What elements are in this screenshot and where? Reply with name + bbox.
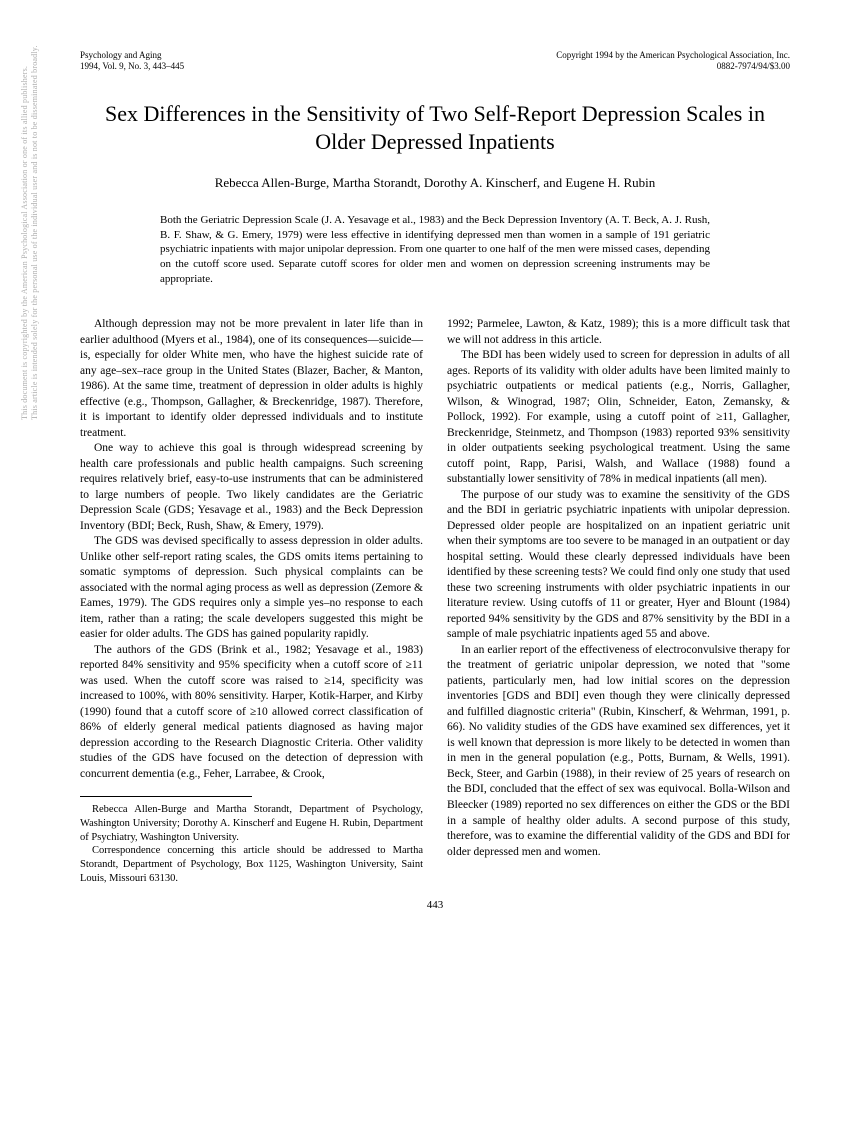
footnote-correspondence: Correspondence concerning this article s… <box>80 844 423 885</box>
body-paragraph: In an earlier report of the effectivenes… <box>447 643 790 860</box>
body-paragraph: The purpose of our study was to examine … <box>447 488 790 643</box>
page-container: This document is copyrighted by the Amer… <box>0 0 850 951</box>
side-notice-line2: This article is intended solely for the … <box>30 45 40 420</box>
author-footnote: Rebecca Allen-Burge and Martha Storandt,… <box>80 803 423 885</box>
issn-price: 0882-7974/94/$3.00 <box>556 61 790 72</box>
body-paragraph: One way to achieve this goal is through … <box>80 441 423 534</box>
journal-name: Psychology and Aging <box>80 50 184 61</box>
copyright-text: Copyright 1994 by the American Psycholog… <box>556 50 790 61</box>
journal-issue: 1994, Vol. 9, No. 3, 443–445 <box>80 61 184 72</box>
side-copyright-notice: This document is copyrighted by the Amer… <box>20 45 41 420</box>
author-list: Rebecca Allen-Burge, Martha Storandt, Do… <box>80 175 790 191</box>
copyright-header: Copyright 1994 by the American Psycholog… <box>556 50 790 72</box>
footnote-separator <box>80 796 252 797</box>
running-header: Psychology and Aging 1994, Vol. 9, No. 3… <box>80 50 790 72</box>
body-paragraph: The BDI has been widely used to screen f… <box>447 348 790 488</box>
right-column: 1992; Parmelee, Lawton, & Katz, 1989); t… <box>447 317 790 885</box>
journal-header: Psychology and Aging 1994, Vol. 9, No. 3… <box>80 50 184 72</box>
body-paragraph: The authors of the GDS (Brink et al., 19… <box>80 643 423 783</box>
left-column: Although depression may not be more prev… <box>80 317 423 885</box>
article-title: Sex Differences in the Sensitivity of Tw… <box>100 100 770 157</box>
page-number: 443 <box>80 899 790 911</box>
body-paragraph: 1992; Parmelee, Lawton, & Katz, 1989); t… <box>447 317 790 348</box>
abstract: Both the Geriatric Depression Scale (J. … <box>160 213 710 287</box>
body-paragraph: Although depression may not be more prev… <box>80 317 423 441</box>
body-columns: Although depression may not be more prev… <box>80 317 790 885</box>
body-paragraph: The GDS was devised specifically to asse… <box>80 534 423 643</box>
footnote-affiliation: Rebecca Allen-Burge and Martha Storandt,… <box>80 803 423 844</box>
side-notice-line1: This document is copyrighted by the Amer… <box>20 45 30 420</box>
